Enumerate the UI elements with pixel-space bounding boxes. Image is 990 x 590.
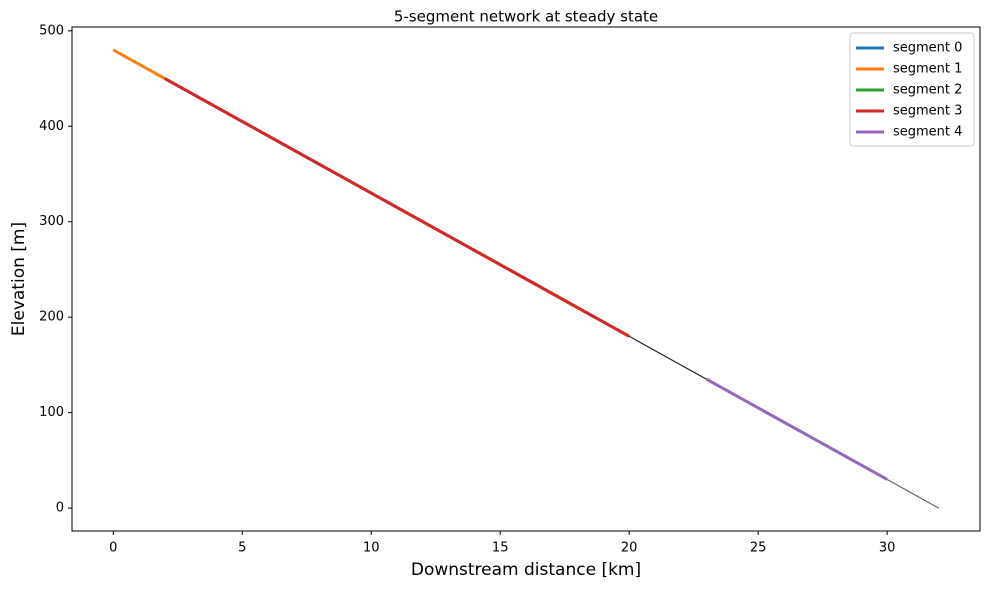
y-tick-label: 0 (56, 501, 64, 516)
x-tick-label: 5 (238, 541, 246, 556)
x-tick-label: 25 (750, 541, 767, 556)
plot-frame (71, 26, 981, 532)
x-tick-label: 0 (109, 541, 117, 556)
legend-label: segment 3 (893, 104, 962, 119)
legend-box (849, 32, 975, 147)
x-tick-label: 20 (621, 541, 638, 556)
legend-label: segment 2 (893, 83, 962, 98)
y-axis-label: Elevation [m] (9, 222, 29, 336)
y-tick-label: 500 (39, 23, 64, 38)
y-tick-label: 400 (39, 119, 64, 134)
legend-label: segment 4 (893, 125, 962, 140)
y-tick-label: 300 (39, 214, 64, 229)
connector-line (886, 478, 940, 509)
series-line (705, 377, 888, 481)
x-tick-label: 15 (492, 541, 509, 556)
connector-line (628, 335, 707, 380)
y-tick-label: 100 (39, 405, 64, 420)
x-tick-label: 10 (363, 541, 380, 556)
x-axis-label: Downstream distance [km] (411, 560, 641, 580)
series-line (112, 48, 166, 80)
series-line (164, 77, 630, 338)
x-tick-label: 30 (879, 541, 896, 556)
chart-title: 5-segment network at steady state (394, 8, 658, 26)
legend-label: segment 1 (893, 62, 962, 77)
legend-label: segment 0 (893, 41, 962, 56)
y-tick-label: 200 (39, 310, 64, 325)
